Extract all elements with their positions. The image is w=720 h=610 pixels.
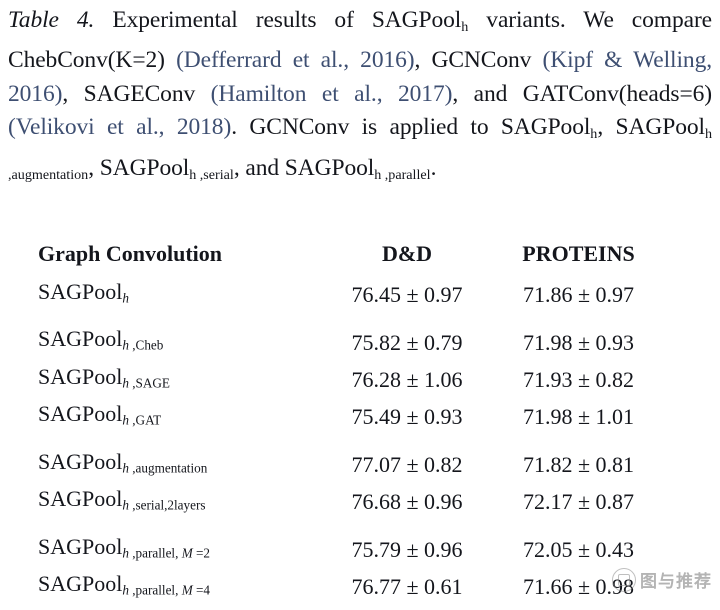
table-row: SAGPoolh ,augmentation 77.07 ± 0.82 71.82 …: [38, 446, 666, 483]
cell-dd: 76.28 ± 1.06: [351, 367, 463, 393]
cell-dd: 76.68 ± 0.96: [351, 489, 463, 515]
cell-dd: 76.77 ± 0.61: [351, 574, 463, 600]
row-label: SAGPoolh ,parallel, M =2: [38, 533, 211, 560]
column-header-dd: D&D: [381, 240, 433, 266]
citation-link[interactable]: (Velikovi et al., 2018): [8, 114, 232, 141]
cell-dd: 76.45 ± 0.97: [351, 282, 463, 308]
caption-subscript: h: [461, 18, 469, 35]
results-table: Graph Convolution D&D PROTEINS SAGPoolh 76.4…: [38, 230, 666, 610]
row-label-subscript: h ,SAGE: [122, 375, 170, 391]
row-label: SAGPoolh ,SAGE: [38, 363, 170, 391]
caption-subscript: h ,augmentation: [8, 126, 712, 183]
row-label: SAGPoolh ,GAT: [38, 401, 162, 428]
cell-proteins: 72.17 ± 0.87: [522, 489, 635, 515]
row-label: SAGPoolh ,serial,2layers: [38, 486, 206, 513]
cell-proteins: 71.98 ± 1.01: [522, 404, 635, 430]
table-row: SAGPoolh ,parallel, M =2 75.79 ± 0.96 72.0…: [38, 531, 666, 568]
caption-subscript: h ,serial: [189, 166, 234, 183]
caption-subscript: h ,parallel: [374, 166, 431, 183]
row-label-subscript: h ,serial,2layers: [122, 497, 206, 513]
row-label-subscript: h ,parallel, M =4: [122, 582, 211, 598]
table-caption: Table 4. Experimental results of SAGPool…: [8, 4, 712, 192]
table-row: SAGPoolh ,GAT 75.49 ± 0.93 71.98 ± 1.01: [38, 398, 666, 435]
column-header-proteins: PROTEINS: [522, 240, 635, 266]
row-label-subscript: h ,Cheb: [122, 337, 164, 353]
table-header-row: Graph Convolution D&D PROTEINS: [38, 235, 666, 271]
cell-proteins: 72.05 ± 0.43: [522, 536, 635, 562]
cell-dd: 77.07 ± 0.82: [351, 451, 463, 477]
column-header-graph-convolution: Graph Convolution: [38, 240, 222, 266]
results-table-container: Graph Convolution D&D PROTEINS SAGPoolh 76.4…: [38, 230, 666, 610]
cell-dd: 75.82 ± 0.79: [351, 329, 463, 355]
cell-proteins: 71.93 ± 0.82: [522, 367, 635, 393]
cell-proteins: 71.86 ± 0.97: [522, 282, 635, 308]
cell-proteins: 71.82 ± 0.81: [522, 451, 635, 477]
row-label: SAGPoolh ,Cheb: [38, 326, 164, 353]
row-label: SAGPoolh: [38, 279, 129, 306]
cell-dd: 75.79 ± 0.96: [351, 536, 463, 562]
table-caption-body: Experimental results of SAGPoolh variant…: [8, 7, 712, 183]
row-label-subscript: h ,augmentation: [122, 460, 208, 476]
caption-subscript: h: [590, 126, 598, 143]
table-row: SAGPoolh ,Cheb 75.82 ± 0.79 71.98 ± 0.93: [38, 323, 666, 360]
citation-link[interactable]: (Hamilton et al., 2017): [210, 80, 453, 107]
table-row: SAGPoolh ,serial,2layers 76.68 ± 0.96 72.1…: [38, 483, 666, 520]
row-label-subscript: h ,parallel, M =2: [122, 544, 211, 560]
table-row: SAGPoolh ,SAGE 76.28 ± 1.06 71.93 ± 0.82: [38, 361, 666, 398]
row-label: SAGPoolh ,augmentation: [38, 448, 208, 476]
cell-dd: 75.49 ± 0.93: [351, 404, 463, 430]
row-label-subscript: h: [122, 290, 129, 306]
row-label: SAGPoolh ,parallel, M =4: [38, 570, 211, 598]
cell-proteins: 71.66 ± 0.98: [522, 574, 635, 600]
table-row: SAGPoolh ,parallel, M =4 76.77 ± 0.61 71.6…: [38, 568, 666, 605]
cell-proteins: 71.98 ± 0.93: [522, 329, 635, 355]
table-spacer: [38, 605, 666, 610]
citation-link[interactable]: (Defferrard et al., 2016): [176, 47, 415, 74]
row-label-subscript: h ,GAT: [122, 412, 162, 428]
table-row: SAGPoolh 76.45 ± 0.97 71.86 ± 0.97: [38, 276, 666, 313]
table-caption-label: Table 4.: [8, 7, 95, 33]
citation-link[interactable]: (Kipf & Welling, 2016): [8, 47, 712, 107]
